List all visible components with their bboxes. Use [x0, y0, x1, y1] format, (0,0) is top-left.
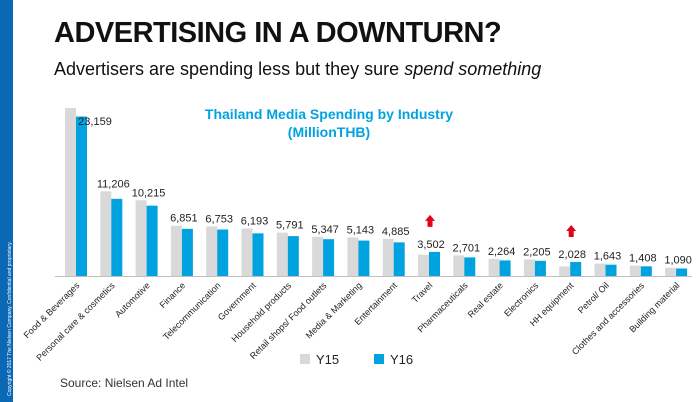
bar-y16-government — [252, 233, 264, 276]
bar-y16-pharmaceuticals — [464, 257, 476, 276]
bar-y16-clothes-and-accessories — [640, 266, 652, 276]
bar-y15-retail-shops-food-outlets — [312, 236, 324, 276]
category-label-automotive: Automotive — [113, 280, 152, 319]
bar-y15-media-marketing — [347, 237, 359, 276]
value-label-pharmaceuticals: 2,701 — [453, 242, 481, 254]
bar-y16-personal-care-cosmetics — [111, 198, 123, 276]
bar-y16-telecommunication — [217, 229, 229, 276]
side-accent-bar: Copyright © 2017 The Nielsen Company. Co… — [0, 0, 13, 402]
slide-title: ADVERTISING IN A DOWNTURN? — [54, 17, 502, 49]
increase-arrow-icon-hh-equipment — [566, 225, 577, 238]
bar-y16-hh-equipment — [570, 262, 582, 276]
bar-y15-building-material — [665, 267, 677, 276]
bar-y15-government — [241, 228, 253, 276]
value-label-electronics: 2,205 — [523, 246, 551, 258]
bar-y16-retail-shops-food-outlets — [323, 239, 335, 276]
category-label-real-estate: Real estate — [466, 280, 505, 319]
bar-y15-finance — [170, 225, 182, 276]
value-label-travel: 3,502 — [417, 239, 445, 251]
bar-y16-finance — [181, 228, 193, 276]
value-label-hh-equipment: 2,028 — [558, 249, 586, 261]
bar-y15-real-estate — [488, 258, 500, 276]
value-label-clothes-and-accessories: 1,408 — [629, 253, 657, 265]
bar-y15-clothes-and-accessories — [629, 265, 641, 276]
chart-subtitle: (MillionTHB) — [288, 124, 370, 140]
value-label-petrol-oil: 1,643 — [594, 251, 622, 263]
bar-y16-electronics — [534, 260, 546, 276]
bar-y15-electronics — [523, 259, 535, 276]
value-label-retail-shops-food-outlets: 5,347 — [311, 224, 339, 236]
value-label-entertainment: 4,885 — [382, 226, 410, 238]
bar-y15-entertainment — [382, 238, 394, 276]
category-label-household-products: Household products — [230, 280, 294, 344]
bar-y16-household-products — [287, 236, 299, 276]
value-label-household-products: 5,791 — [276, 220, 304, 232]
bar-y15-food-beverages — [65, 108, 76, 276]
legend-label-y15: Y15 — [316, 352, 339, 367]
bar-y16-real-estate — [499, 260, 511, 276]
subtitle-plain-text: Advertisers are spending less but they s… — [54, 59, 405, 79]
increase-arrow-icon-travel — [425, 214, 435, 227]
bar-y15-personal-care-cosmetics — [100, 191, 112, 276]
bar-y16-building-material — [676, 268, 688, 276]
value-label-automotive: 10,215 — [132, 187, 166, 199]
value-label-telecommunication: 6,753 — [205, 213, 233, 225]
bar-y16-travel — [429, 251, 440, 276]
subtitle-italic-text: spend something — [404, 59, 542, 79]
bar-y16-food-beverages — [76, 116, 87, 277]
bar-y16-petrol-oil — [605, 264, 617, 276]
value-label-food-beverages: 23,159 — [78, 116, 112, 128]
bar-y15-automotive — [135, 200, 147, 276]
bar-y15-travel — [418, 254, 429, 276]
value-label-personal-care-cosmetics: 11,206 — [97, 178, 130, 190]
category-label-finance: Finance — [158, 280, 188, 310]
category-label-travel: Travel — [410, 280, 435, 305]
bar-y15-petrol-oil — [594, 263, 606, 276]
chart-title: Thailand Media Spending by Industry — [205, 106, 453, 122]
value-label-building-material: 1,090 — [664, 255, 692, 267]
bar-y16-automotive — [146, 205, 158, 276]
slide-subtitle: Advertisers are spending less but they s… — [54, 60, 541, 78]
bar-y15-telecommunication — [206, 226, 218, 276]
value-label-government: 6,193 — [241, 215, 269, 227]
value-label-media-marketing: 5,143 — [347, 224, 375, 236]
bar-y15-household-products — [276, 232, 288, 276]
value-label-real-estate: 2,264 — [488, 246, 516, 258]
category-label-petrol-oil: Petrol/ Oil — [576, 280, 611, 315]
bar-y16-media-marketing — [358, 240, 370, 276]
legend-label-y16: Y16 — [390, 352, 413, 367]
bar-y16-entertainment — [393, 242, 405, 276]
value-label-finance: 6,851 — [170, 213, 198, 225]
legend-swatch-y16 — [374, 354, 384, 364]
source-note: Source: Nielsen Ad Intel — [60, 376, 189, 390]
legend-swatch-y15 — [300, 354, 310, 364]
bar-y15-pharmaceuticals — [453, 255, 465, 276]
bar-y15-hh-equipment — [559, 266, 571, 276]
